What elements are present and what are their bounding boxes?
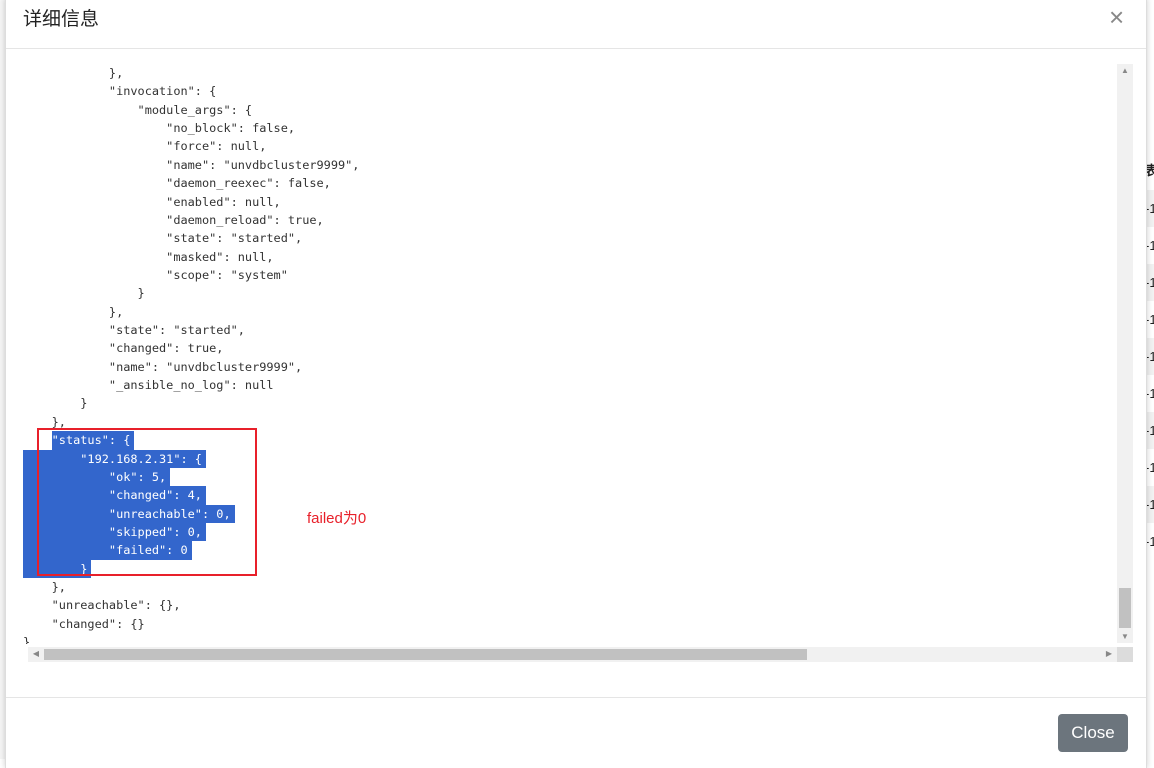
annotation-note: failed为0 [307,510,367,527]
background-table-row: -1 [1145,412,1154,449]
background-page-left [0,0,5,759]
code-text: "invocation": { [23,84,217,99]
code-text: } [23,635,31,644]
code-text: "skipped": 0, [23,522,206,542]
code-text: "name": "unvdbcluster9999", [23,359,303,374]
json-output[interactable]: }, "invocation": { "module_args": { "no_… [23,64,1111,644]
horizontal-scroll-thumb[interactable] [44,649,807,660]
code-text: }, [23,580,66,595]
code-line: }, [23,303,1111,321]
code-line: "name": "unvdbcluster9999", [23,358,1111,376]
code-line: "name": "unvdbcluster9999", [23,156,1111,174]
code-line: "ok": 5, [23,467,1111,487]
code-text: "state": "started", [23,323,245,338]
code-text: "changed": {} [23,616,145,631]
background-table-row: -1 [1145,338,1154,375]
code-line: } [23,284,1111,302]
code-text: "unreachable": {}, [23,598,181,613]
code-text: "force": null, [23,139,267,154]
background-table-row: -1 [1145,386,1154,401]
code-line: "enabled": null, [23,193,1111,211]
code-text: }, [23,304,124,319]
code-text: "_ansible_no_log": null [23,378,274,393]
background-table-row: -1 [1145,460,1154,475]
code-line: "changed": {} [23,615,1111,633]
code-line: "state": "started", [23,321,1111,339]
code-line: "changed": true, [23,339,1111,357]
close-button[interactable]: Close [1058,714,1128,752]
code-text: }, [23,414,66,429]
details-modal: 详细信息 × }, "invocation": { "module_args":… [5,0,1147,768]
code-text: "no_block": false, [23,121,296,136]
background-table-row: -1 [1145,190,1154,227]
horizontal-scrollbar[interactable]: ◀ ▶ [28,647,1117,662]
scroll-right-icon[interactable]: ▶ [1105,649,1113,658]
scroll-down-icon[interactable]: ▼ [1121,632,1129,641]
code-line: "failed": 0 [23,541,1111,560]
code-text: "masked": null, [23,249,274,264]
code-text: "module_args": { [23,102,253,117]
background-table-row: -1 [1145,264,1154,301]
scroll-left-icon[interactable]: ◀ [32,649,40,658]
code-text: "enabled": null, [23,194,281,209]
code-line: "daemon_reload": true, [23,211,1111,229]
background-table-row: -1 [1145,534,1154,549]
code-text: "192.168.2.31": { [23,449,206,468]
code-line: } [23,633,1111,644]
code-text: } [23,396,88,411]
scroll-up-icon[interactable]: ▲ [1121,66,1129,75]
code-text: "ok": 5, [23,467,171,487]
vertical-scrollbar[interactable]: ▲ ▼ [1117,64,1133,643]
code-line: "changed": 4, [23,486,1111,505]
code-line: "status": { [23,431,1111,450]
code-text: "name": "unvdbcluster9999", [23,157,360,172]
background-table-row: -1 [1145,312,1154,327]
code-line: "_ansible_no_log": null [23,376,1111,394]
footer-divider [6,697,1146,698]
code-line: "daemon_reexec": false, [23,174,1111,192]
code-text: "daemon_reexec": false, [23,176,331,191]
code-text: "state": "started", [23,231,303,246]
code-text: "changed": 4, [23,486,206,505]
code-text: "failed": 0 [23,541,192,560]
code-text: } [23,559,92,579]
code-line: "module_args": { [23,101,1111,119]
code-line: "invocation": { [23,82,1111,100]
code-text: "unreachable": 0, [23,504,235,523]
code-line: "force": null, [23,137,1111,155]
code-line: } [23,559,1111,579]
code-text: } [23,286,145,301]
vertical-scroll-thumb[interactable] [1119,588,1131,628]
code-text: "status": { [51,431,135,450]
code-line: "masked": null, [23,248,1111,266]
background-table-row: -1 [1145,238,1154,253]
code-line: }, [23,64,1111,82]
code-line: }, [23,578,1111,596]
background-table-row: -1 [1145,486,1154,523]
code-text: "changed": true, [23,341,224,356]
background-table-header: 表 [1145,163,1154,178]
code-line: "skipped": 0, [23,522,1111,542]
code-line: "scope": "system" [23,266,1111,284]
modal-title: 详细信息 [23,9,100,30]
code-line: "unreachable": 0, [23,504,1111,523]
background-page-right: 表 -1 -1 -1 -1 -1 -1 -1 -1 -1 -1 [1145,0,1154,759]
header-divider [6,48,1146,49]
code-line: "192.168.2.31": { [23,449,1111,468]
code-line: "unreachable": {}, [23,596,1111,614]
code-indent [23,431,52,449]
code-text: "scope": "system" [23,267,288,282]
code-line: } [23,394,1111,412]
code-text: "daemon_reload": true, [23,212,324,227]
close-icon[interactable]: × [1109,2,1125,32]
scrollbar-corner [1117,647,1133,662]
code-line: "no_block": false, [23,119,1111,137]
code-text: }, [23,66,124,80]
code-line: }, [23,413,1111,431]
code-line: "state": "started", [23,229,1111,247]
